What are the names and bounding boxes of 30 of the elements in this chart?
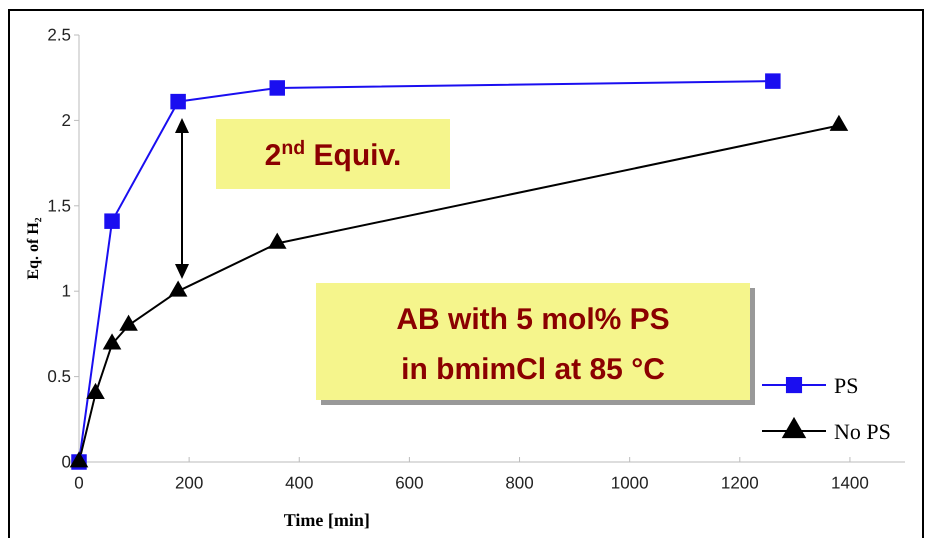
annotation: 2$^{nd}$ Equiv.	[264, 137, 402, 172]
y-tick-label: 1.5	[47, 196, 71, 216]
point	[168, 280, 188, 297]
x-tick-label: 400	[285, 474, 314, 493]
x-tick-label: 600	[395, 474, 424, 493]
x-tick-label: 200	[174, 474, 204, 493]
y-tick-label: 2	[62, 110, 71, 130]
point	[119, 314, 138, 331]
point	[70, 451, 88, 468]
point	[104, 213, 120, 229]
y-tick-label: 2.5	[47, 25, 71, 44]
point	[765, 73, 781, 89]
point	[86, 382, 105, 400]
annotation: AB with 5 mol% PS in bmimCl at 85 °C	[396, 303, 670, 386]
point	[102, 333, 122, 350]
x-tick-label: 1000	[610, 474, 649, 493]
y-tick-label: 1	[62, 282, 71, 301]
point	[170, 94, 186, 110]
x-tick-label: 0	[74, 474, 84, 493]
legend-label: PS	[834, 373, 858, 398]
x-tick-label: 1400	[831, 474, 869, 493]
legend-label: No PS	[834, 419, 891, 444]
y-tick-label: 0.5	[47, 367, 71, 386]
x-tick-label: 800	[505, 474, 534, 493]
y-axis-title: Eq. of H₂	[25, 217, 42, 280]
y-tick-label: 0	[62, 452, 71, 472]
x-tick-label: 1200	[720, 474, 759, 493]
point	[268, 232, 287, 249]
point	[269, 80, 285, 96]
x-axis-title: Time [min]	[284, 510, 370, 530]
